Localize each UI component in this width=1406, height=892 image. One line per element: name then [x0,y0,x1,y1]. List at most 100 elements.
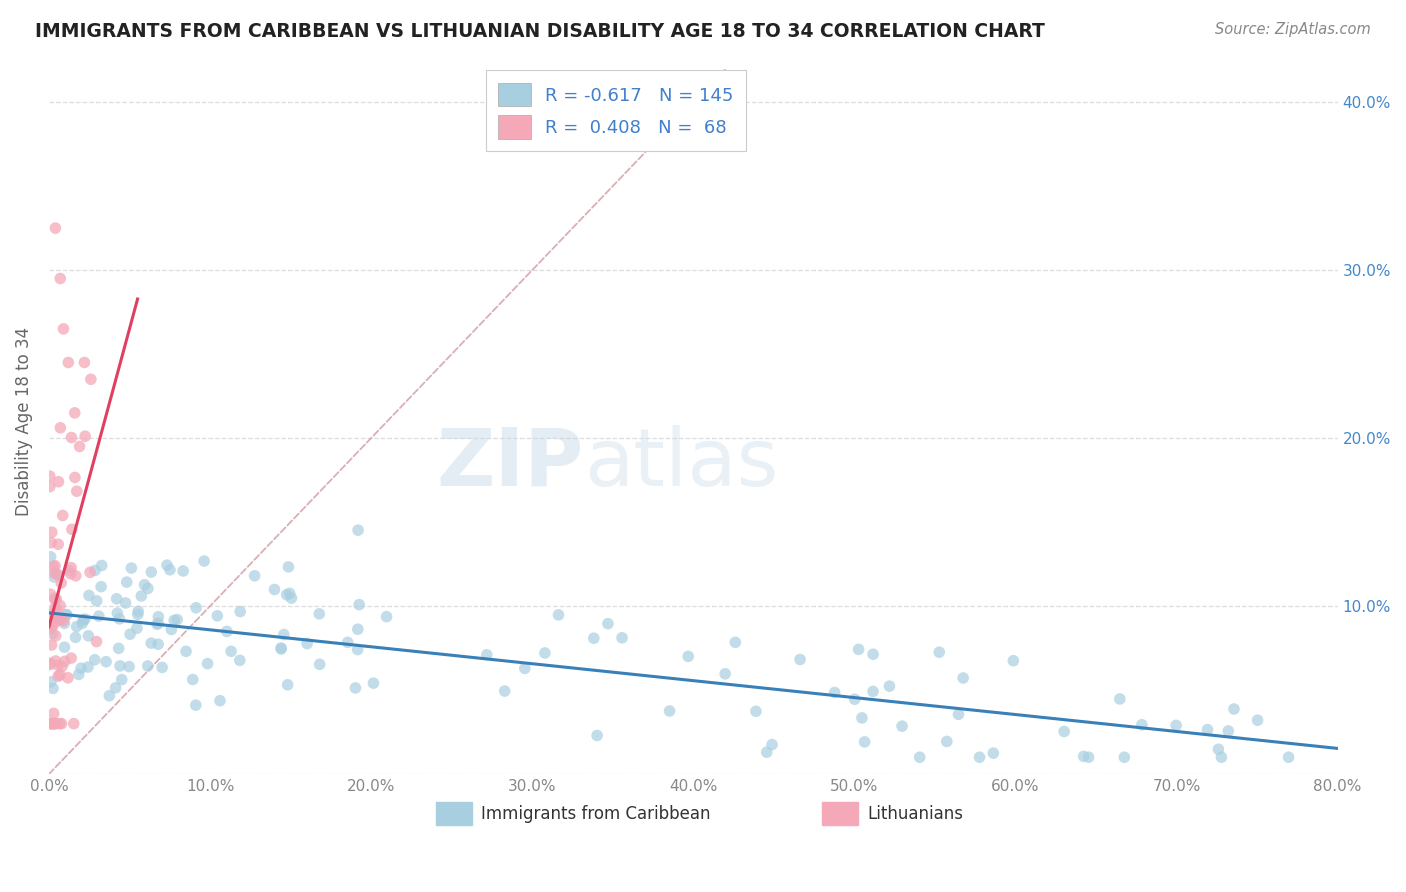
Point [658,704,681,718]
Point [163,614,186,628]
Point [969,750,991,764]
Point [862,684,884,698]
Point [610,631,633,645]
Point [44,716,66,731]
Point [789,652,811,666]
Point [39,587,62,601]
Point [1002,654,1025,668]
Point [51,716,73,731]
Point [86,634,108,648]
Point [1114,750,1136,764]
Point [277,678,299,692]
Point [44,591,66,606]
Point [1130,718,1153,732]
Point [891,719,914,733]
Point [52,614,75,628]
Point [494,684,516,698]
Point [42,619,65,633]
Point [908,750,931,764]
Point [1246,713,1268,727]
Point [172,564,194,578]
Point [1208,742,1230,756]
Point [714,666,737,681]
Point [45,566,67,581]
Point [49,421,72,435]
Point [51,659,73,673]
Point [125,621,148,635]
Point [948,707,970,722]
Point [44,221,66,235]
Point [219,644,242,658]
Point [136,582,159,596]
Point [48,475,70,489]
Point [56,671,79,685]
Point [276,588,298,602]
Point [46,658,69,673]
Point [63,470,86,484]
Point [586,729,609,743]
Point [44,716,66,731]
Point [77,589,100,603]
Point [38,716,60,731]
Point [65,631,87,645]
Point [38,480,60,494]
Point [1277,750,1299,764]
Point [62,716,84,731]
Point [67,667,90,681]
Point [120,627,142,641]
Point [56,607,79,622]
FancyBboxPatch shape [823,802,858,825]
Point [148,609,170,624]
Point [270,641,292,656]
Point [1166,718,1188,732]
Point [41,716,63,731]
Point [49,271,72,285]
Point [87,609,110,624]
Point [41,716,63,731]
Point [134,578,156,592]
Point [45,629,67,643]
Point [41,525,63,540]
Point [308,607,330,621]
Point [84,563,107,577]
Point [1218,723,1240,738]
Point [39,535,62,549]
Point [108,659,131,673]
Point [111,673,134,687]
Point [49,599,72,613]
Point [148,616,170,631]
Point [75,429,97,443]
Point [115,575,138,590]
Point [66,484,89,499]
Point [51,575,73,590]
Point [848,642,870,657]
Point [184,698,207,713]
Point [208,694,231,708]
Point [981,746,1004,760]
Point [676,649,699,664]
Point [60,651,83,665]
Point [851,711,873,725]
Point [146,617,169,632]
Point [745,704,768,718]
Text: ZIP: ZIP [436,425,583,502]
Point [853,735,876,749]
Point [72,613,94,627]
Point [146,637,169,651]
Point [270,641,292,656]
Point [45,602,67,616]
Point [1211,750,1233,764]
Point [1053,724,1076,739]
Point [844,692,866,706]
Text: Lithuanians: Lithuanians [868,805,963,822]
Y-axis label: Disability Age 18 to 34: Disability Age 18 to 34 [15,326,32,516]
Point [277,560,299,574]
Point [824,685,846,699]
Point [48,716,70,731]
Point [1223,702,1246,716]
Point [41,619,63,633]
Point [108,612,131,626]
Text: Source: ZipAtlas.com: Source: ZipAtlas.com [1215,22,1371,37]
Point [60,430,83,444]
Point [346,622,368,636]
